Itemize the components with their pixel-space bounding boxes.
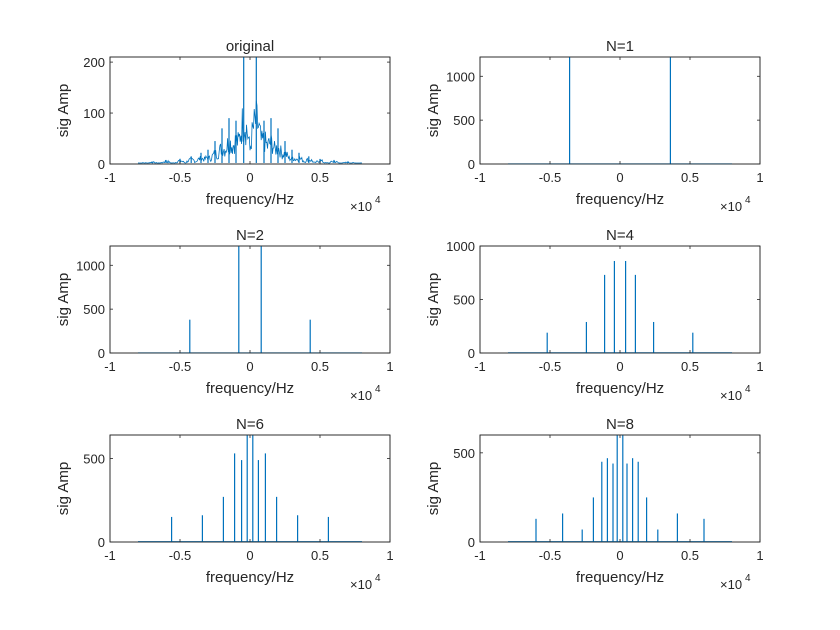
y-tick-label: 0 — [98, 346, 105, 361]
subplot-1: -1 -0.5 0 0.5 1 0 100 200 original frequency/Hz si… — [55, 38, 394, 214]
axes-box — [479, 434, 761, 543]
x-tick-label: 0.5 — [311, 170, 329, 185]
x-tick-label: 0 — [246, 548, 253, 563]
axes-box — [479, 56, 761, 165]
x-tick-label: -1 — [104, 548, 116, 563]
x-tick-label: -0.5 — [539, 548, 561, 563]
x-tick-label: 0 — [246, 359, 253, 374]
x-tick-label: 1 — [386, 548, 393, 563]
y-tick-label: 500 — [453, 113, 475, 128]
x-axis-label: frequency/Hz — [576, 191, 664, 208]
x-tick-label: 0 — [616, 170, 623, 185]
x-tick-label: -1 — [104, 170, 116, 185]
y-tick-label: 1000 — [446, 239, 475, 254]
x-exponent-power: 4 — [745, 384, 751, 395]
y-tick-label: 100 — [83, 106, 105, 121]
x-exponent-power: 4 — [745, 573, 751, 584]
y-tick-label: 500 — [83, 451, 105, 466]
subplot-2: -1 -0.5 0 0.5 1 0 500 1000 N=1 frequency/Hz sig Am… — [425, 38, 764, 214]
subplot-title: N=1 — [606, 38, 634, 55]
x-tick-label: 0.5 — [681, 548, 699, 563]
x-exponent-label: ×10 — [720, 388, 742, 403]
subplot-6: -1 -0.5 0 0.5 1 0 500 N=8 frequency/Hz sig Amp ×10… — [425, 416, 764, 592]
x-axis-label: frequency/Hz — [206, 569, 294, 586]
x-tick-label: 1 — [386, 359, 393, 374]
x-exponent-label: ×10 — [350, 388, 372, 403]
axes-box — [109, 245, 391, 354]
x-exponent-label: ×10 — [720, 199, 742, 214]
x-tick-label: 0 — [246, 170, 253, 185]
subplot-title: N=4 — [606, 227, 634, 244]
subplot-title: N=8 — [606, 416, 634, 433]
subplot-4: -1 -0.5 0 0.5 1 0 500 1000 N=4 frequency/Hz sig Am… — [425, 227, 764, 403]
x-exponent-label: ×10 — [350, 577, 372, 592]
subplot-title: N=6 — [236, 416, 264, 433]
axes-box — [479, 245, 761, 354]
subplot-3: -1 -0.5 0 0.5 1 0 500 1000 N=2 frequency/Hz sig Am… — [55, 227, 394, 403]
x-tick-label: 0.5 — [311, 359, 329, 374]
y-tick-label: 500 — [83, 302, 105, 317]
y-tick-label: 1000 — [76, 258, 105, 273]
y-tick-label: 500 — [453, 446, 475, 461]
y-axis-label: sig Amp — [425, 462, 442, 515]
subplot-title: original — [226, 38, 274, 55]
x-tick-label: 0.5 — [681, 359, 699, 374]
x-exponent-label: ×10 — [720, 577, 742, 592]
y-tick-label: 0 — [468, 535, 475, 550]
x-tick-label: -1 — [474, 170, 486, 185]
x-tick-label: -0.5 — [169, 548, 191, 563]
y-axis-label: sig Amp — [425, 84, 442, 137]
x-tick-label: -0.5 — [539, 170, 561, 185]
x-exponent-label: ×10 — [350, 199, 372, 214]
series-line — [137, 100, 363, 164]
x-tick-label: -0.5 — [169, 359, 191, 374]
y-axis-label: sig Amp — [55, 273, 72, 326]
x-axis-label: frequency/Hz — [206, 380, 294, 397]
y-tick-label: 0 — [98, 157, 105, 172]
x-tick-label: -1 — [474, 548, 486, 563]
x-exponent-power: 4 — [375, 573, 381, 584]
y-tick-label: 0 — [98, 535, 105, 550]
x-tick-label: -1 — [474, 359, 486, 374]
subplot-5: -1 -0.5 0 0.5 1 0 500 N=6 frequency/Hz sig Amp ×10… — [55, 416, 394, 592]
y-axis-label: sig Amp — [55, 84, 72, 137]
y-axis-label: sig Amp — [425, 273, 442, 326]
axes-box — [109, 434, 391, 543]
x-axis-label: frequency/Hz — [576, 380, 664, 397]
x-tick-label: -0.5 — [539, 359, 561, 374]
x-axis-label: frequency/Hz — [576, 569, 664, 586]
y-tick-label: 1000 — [446, 69, 475, 84]
x-exponent-power: 4 — [375, 195, 381, 206]
x-tick-label: 1 — [756, 170, 763, 185]
x-tick-label: 0 — [616, 548, 623, 563]
y-tick-label: 0 — [468, 157, 475, 172]
x-tick-label: -1 — [104, 359, 116, 374]
y-tick-label: 500 — [453, 293, 475, 308]
x-tick-label: 0 — [616, 359, 623, 374]
x-tick-label: 0.5 — [681, 170, 699, 185]
x-tick-label: 1 — [756, 359, 763, 374]
x-tick-label: 1 — [386, 170, 393, 185]
x-exponent-power: 4 — [375, 384, 381, 395]
x-tick-label: 0.5 — [311, 548, 329, 563]
y-tick-label: 0 — [468, 346, 475, 361]
subplot-title: N=2 — [236, 227, 264, 244]
y-tick-label: 200 — [83, 55, 105, 70]
x-tick-label: -0.5 — [169, 170, 191, 185]
y-axis-label: sig Amp — [55, 462, 72, 515]
x-axis-label: frequency/Hz — [206, 191, 294, 208]
x-tick-label: 1 — [756, 548, 763, 563]
x-exponent-power: 4 — [745, 195, 751, 206]
